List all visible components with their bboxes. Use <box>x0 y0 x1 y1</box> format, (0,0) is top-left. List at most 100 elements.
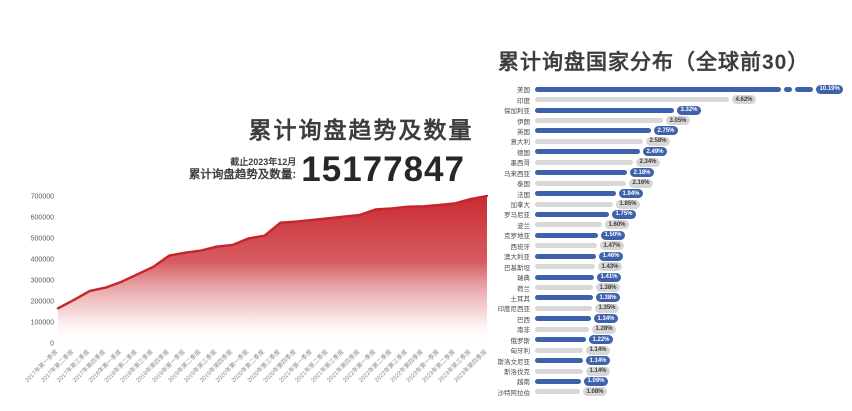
bar-row: 澳大利亚 1.46% <box>486 251 852 261</box>
area-fill <box>58 196 487 343</box>
country-label: 巴基斯坦 <box>504 264 530 272</box>
value-badge: 1.14% <box>586 366 611 376</box>
bar-row: 英国 2.75% <box>486 126 852 136</box>
bar-row: 波兰 1.60% <box>486 220 852 230</box>
value-badge: 1.41% <box>597 272 622 282</box>
value-badge: 1.22% <box>589 335 614 345</box>
country-label: 荷兰 <box>517 285 530 293</box>
bar <box>535 285 593 291</box>
bar <box>535 274 594 280</box>
bar-row: 克罗地亚 1.50% <box>486 230 852 240</box>
bar-row: 斯洛文尼亚 1.14% <box>486 355 852 366</box>
value-badge: 1.35% <box>595 303 620 313</box>
bar <box>535 180 626 186</box>
bar <box>535 138 643 144</box>
country-label: 巴西 <box>517 316 530 324</box>
bar-row: 伊朗 3.05% <box>486 115 852 126</box>
bar-row: 美国 10.19% <box>486 84 852 94</box>
country-label: 越南 <box>517 379 530 387</box>
country-label: 沙特阿拉伯 <box>497 389 531 397</box>
bar <box>535 107 674 113</box>
bar-row: 瑞典 1.41% <box>486 272 852 282</box>
bar-row: 巴基斯坦 1.43% <box>486 261 852 272</box>
trend-chart-title: 累计询盘趋势及数量 <box>248 117 474 144</box>
bar-row: 印度 4.62% <box>486 94 852 105</box>
bar-row: 马来西亚 2.18% <box>486 168 852 178</box>
country-label: 波兰 <box>517 222 530 230</box>
value-badge: 3.05% <box>666 116 691 126</box>
value-badge: 1.38% <box>596 283 621 293</box>
bar <box>535 243 597 249</box>
bar-row: 西班牙 1.47% <box>486 241 852 251</box>
bar <box>535 201 613 207</box>
country-chart-title: 累计询盘国家分布（全球前30） <box>498 51 810 75</box>
country-label: 美国 <box>517 87 530 95</box>
bar-row: 土耳其 1.38% <box>486 293 852 303</box>
country-label: 俄罗斯 <box>510 337 531 345</box>
bar-row: 德国 2.49% <box>486 147 852 157</box>
bar-row: 泰国 2.16% <box>486 178 852 188</box>
country-label: 印度 <box>517 97 530 105</box>
bar <box>535 378 581 384</box>
value-badge: 1.46% <box>599 251 624 261</box>
bar <box>535 264 595 270</box>
y-tick-label: 500000 <box>31 236 54 243</box>
y-tick-label: 0 <box>50 341 54 348</box>
bar-row: 匈牙利 1.14% <box>486 345 852 355</box>
y-tick-label: 100000 <box>31 320 54 327</box>
bar-row: 巴西 1.34% <box>486 314 852 324</box>
country-label: 瑞典 <box>517 275 530 283</box>
value-badge: 1.09% <box>584 376 609 386</box>
value-badge: 1.14% <box>586 345 611 355</box>
bar <box>535 128 651 134</box>
value-badge: 1.34% <box>594 314 619 324</box>
country-label: 法国 <box>517 191 530 199</box>
country-label: 斯洛文尼亚 <box>497 358 531 366</box>
value-badge: 3.32% <box>677 105 702 115</box>
trend-asof-label: 截止2023年12月 <box>230 156 297 167</box>
bar-row: 加拿大 1.85% <box>486 199 852 209</box>
value-badge: 10.19% <box>816 84 844 94</box>
axis-break-dash <box>784 86 792 92</box>
y-tick-label: 600000 <box>31 215 54 222</box>
y-tick-label: 200000 <box>31 299 54 306</box>
bar <box>535 149 640 155</box>
bar <box>535 368 583 374</box>
bar-row: 印度尼西亚 1.35% <box>486 303 852 313</box>
country-label: 泰国 <box>517 181 530 189</box>
value-badge: 2.16% <box>629 178 654 188</box>
country-label: 斯洛伐克 <box>504 369 530 377</box>
bar <box>535 305 592 311</box>
bar <box>535 159 633 165</box>
bar-row: 意大利 2.58% <box>486 136 852 146</box>
bar <box>535 253 596 259</box>
bar-row: 荷兰 1.38% <box>486 282 852 293</box>
value-badge: 2.49% <box>643 147 668 157</box>
trend-total-value: 15177847 <box>301 150 465 189</box>
value-badge: 4.62% <box>732 95 757 105</box>
trend-line <box>56 194 489 310</box>
country-label: 罗马尼亚 <box>504 212 530 220</box>
value-badge: 1.75% <box>612 209 637 219</box>
value-badge: 1.28% <box>592 324 617 334</box>
bar <box>535 170 627 176</box>
bar <box>535 118 663 124</box>
value-badge: 2.58% <box>646 136 671 146</box>
country-label: 墨西哥 <box>510 160 531 168</box>
bar-segment <box>535 86 781 92</box>
bar-row: 墨西哥 2.34% <box>486 157 852 167</box>
country-bars: 美国 10.19% 印度 4.62% 保加利亚 3.32% 伊朗 3.05% 英国 2.75% 意大… <box>486 84 852 397</box>
value-badge: 2.34% <box>636 157 661 167</box>
bar <box>535 97 729 103</box>
bar-row: 越南 1.09% <box>486 376 852 386</box>
area-plot: 0 100000 200000 300000 400000 500000 600000 700… <box>23 194 489 385</box>
bar <box>535 316 591 322</box>
bar-row: 沙特阿拉伯 1.08% <box>486 387 852 397</box>
value-badge: 1.14% <box>586 356 611 366</box>
country-label: 匈牙利 <box>510 348 531 356</box>
value-badge: 1.85% <box>616 199 641 209</box>
bar <box>535 389 580 395</box>
bar <box>535 232 598 238</box>
bar-row: 斯洛伐克 1.14% <box>486 366 852 376</box>
bar <box>535 358 583 364</box>
